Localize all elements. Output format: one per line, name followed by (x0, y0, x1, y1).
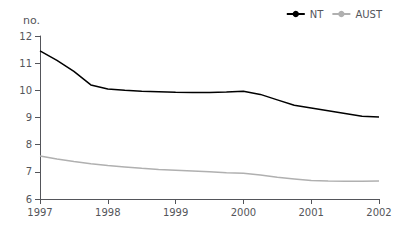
svg-text:no.: no. (23, 14, 40, 27)
svg-text:9: 9 (26, 112, 32, 123)
svg-text:10: 10 (19, 85, 32, 96)
svg-text:AUST: AUST (355, 9, 383, 20)
svg-text:12: 12 (19, 31, 32, 42)
svg-text:7: 7 (26, 166, 32, 177)
svg-text:2000: 2000 (231, 207, 256, 218)
svg-text:6: 6 (26, 194, 32, 205)
svg-text:8: 8 (26, 139, 32, 150)
svg-text:1997: 1997 (27, 207, 52, 218)
svg-text:2002: 2002 (366, 207, 391, 218)
svg-text:2001: 2001 (298, 207, 323, 218)
svg-text:1999: 1999 (163, 207, 188, 218)
svg-text:1998: 1998 (95, 207, 120, 218)
svg-text:11: 11 (19, 58, 32, 69)
svg-text:NT: NT (310, 9, 324, 20)
